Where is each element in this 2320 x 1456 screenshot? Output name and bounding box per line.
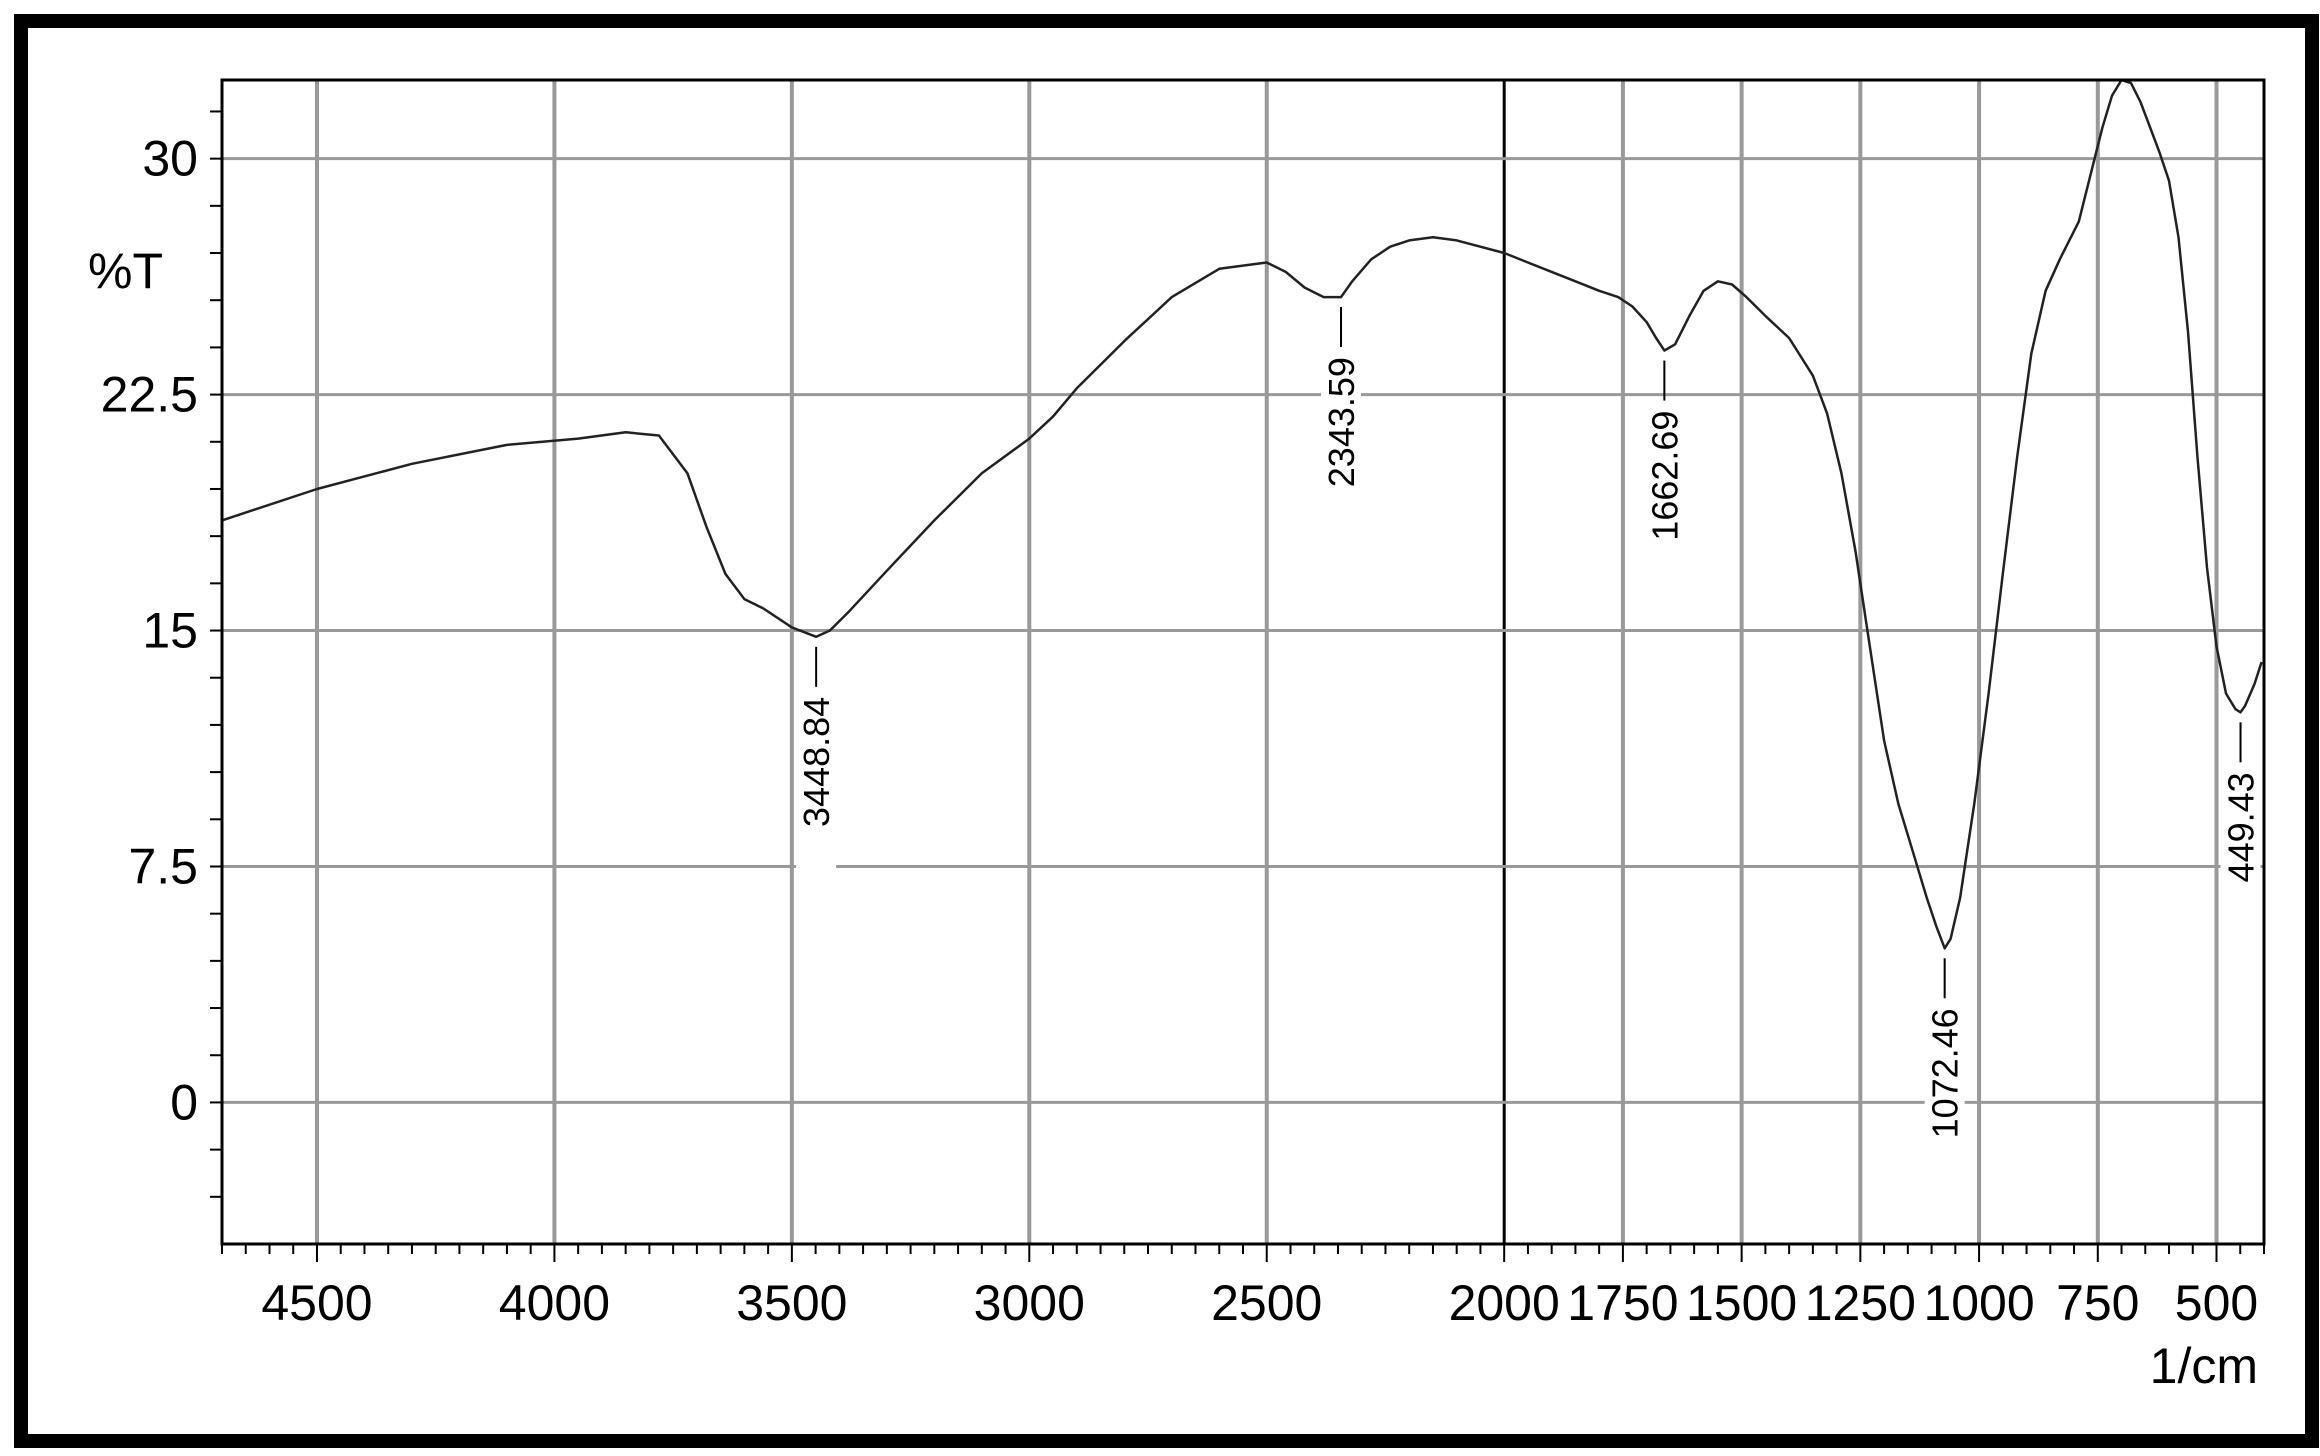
x-tick-label: 1000	[1923, 1275, 2034, 1331]
y-axis-label: %T	[88, 243, 163, 299]
y-tick-label: 22.5	[101, 367, 198, 423]
y-tick-label: 30	[142, 131, 198, 187]
peak-label: 449.43	[2221, 772, 2262, 882]
y-tick-label: 0	[170, 1074, 198, 1130]
y-tick-label: 7.5	[128, 838, 198, 894]
x-tick-label: 4500	[261, 1275, 372, 1331]
peak-label: 1072.46	[1925, 1008, 1966, 1138]
x-tick-label: 1750	[1567, 1275, 1678, 1331]
peak-label-bg	[1924, 1008, 1965, 1209]
x-tick-label: 4000	[499, 1275, 610, 1331]
peak-label-bg	[796, 696, 837, 897]
spectrum-line	[221, 78, 2263, 950]
peak-label: 2343.59	[1321, 357, 1362, 487]
x-tick-label: 1500	[1686, 1275, 1797, 1331]
x-tick-label: 2000	[1449, 1275, 1560, 1331]
grid	[222, 80, 2264, 1244]
x-tick-label: 1250	[1805, 1275, 1916, 1331]
y-tick-label: 15	[142, 603, 198, 659]
chart-frame: 3448.84 2343.59 1662.69 1072.46 449.43 4500 4…	[14, 14, 2319, 1448]
axes: 4500 4000 3500 3000 2500 2000 1750 1500 1250 1000…	[101, 78, 2266, 1331]
peak-label-bg	[2220, 772, 2261, 973]
peak-label: 3448.84	[796, 697, 837, 827]
peak-label: 1662.69	[1644, 411, 1685, 541]
x-tick-label: 750	[2056, 1275, 2139, 1331]
peak-annotations: 3448.84 2343.59 1662.69 1072.46 449.43	[796, 307, 2262, 1209]
axis-labels: %T 1/cm	[88, 243, 2258, 1394]
peak-label-bg	[1644, 410, 1685, 611]
x-tick-label: 3500	[736, 1275, 847, 1331]
spectrum-series	[221, 78, 2263, 950]
x-axis-label: 1/cm	[2150, 1338, 2258, 1394]
peak-label-bg	[1321, 357, 1362, 558]
x-tick-label: 3000	[974, 1275, 1085, 1331]
x-tick-label: 500	[2175, 1275, 2258, 1331]
x-tick-label: 2500	[1211, 1275, 1322, 1331]
